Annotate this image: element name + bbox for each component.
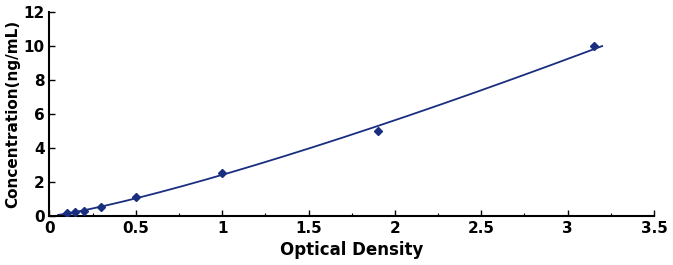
Y-axis label: Concentration(ng/mL): Concentration(ng/mL) [5,20,21,208]
X-axis label: Optical Density: Optical Density [280,241,423,259]
